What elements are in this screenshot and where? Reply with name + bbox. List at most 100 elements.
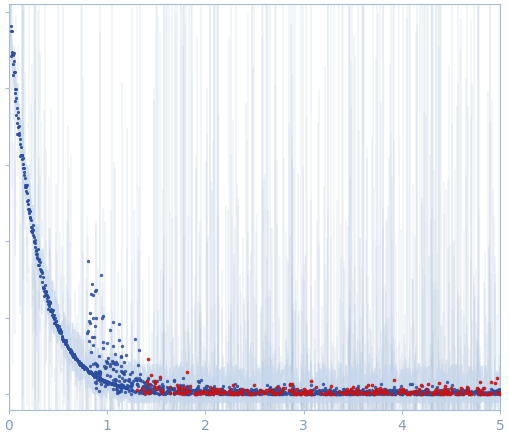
Point: [135, 375, 144, 382]
Point: [342, 389, 350, 396]
Point: [178, 385, 186, 392]
Point: [156, 387, 164, 394]
Point: [289, 386, 297, 393]
Point: [188, 386, 196, 393]
Point: [307, 386, 316, 393]
Point: [334, 388, 343, 395]
Point: [353, 390, 361, 397]
Point: [109, 366, 117, 373]
Point: [186, 388, 194, 395]
Point: [475, 389, 484, 396]
Point: [10, 58, 18, 65]
Point: [414, 388, 422, 395]
Point: [222, 389, 230, 396]
Point: [151, 379, 159, 386]
Point: [217, 389, 225, 396]
Point: [356, 391, 364, 398]
Point: [38, 279, 46, 286]
Point: [164, 385, 172, 392]
Point: [158, 380, 166, 387]
Point: [383, 390, 391, 397]
Point: [256, 387, 264, 394]
Point: [238, 390, 246, 397]
Point: [370, 387, 378, 394]
Point: [127, 390, 135, 397]
Point: [112, 385, 121, 392]
Point: [249, 390, 258, 397]
Point: [61, 341, 69, 348]
Point: [216, 390, 224, 397]
Point: [242, 390, 250, 397]
Point: [36, 261, 44, 268]
Point: [302, 390, 310, 397]
Point: [359, 390, 367, 397]
Point: [117, 354, 125, 361]
Point: [204, 387, 212, 394]
Point: [175, 390, 183, 397]
Point: [263, 382, 271, 388]
Point: [173, 388, 181, 395]
Point: [355, 387, 363, 394]
Point: [496, 389, 504, 396]
Point: [29, 232, 37, 239]
Point: [104, 381, 112, 388]
Point: [216, 389, 224, 396]
Point: [234, 387, 242, 394]
Point: [442, 388, 450, 395]
Point: [381, 385, 389, 392]
Point: [405, 390, 413, 397]
Point: [256, 390, 264, 397]
Point: [114, 382, 122, 389]
Point: [99, 339, 107, 346]
Point: [172, 390, 180, 397]
Point: [158, 389, 166, 396]
Point: [58, 332, 66, 339]
Point: [216, 390, 224, 397]
Point: [192, 390, 200, 397]
Point: [146, 388, 154, 395]
Point: [144, 375, 152, 382]
Point: [113, 382, 121, 389]
Point: [369, 386, 377, 393]
Point: [324, 389, 332, 396]
Point: [491, 379, 499, 386]
Point: [70, 351, 78, 358]
Point: [351, 391, 359, 398]
Point: [105, 379, 114, 386]
Point: [8, 50, 16, 57]
Point: [475, 378, 484, 385]
Point: [165, 388, 173, 395]
Point: [364, 387, 372, 394]
Point: [19, 161, 27, 168]
Point: [105, 380, 113, 387]
Point: [403, 389, 411, 396]
Point: [248, 390, 257, 397]
Point: [493, 390, 501, 397]
Point: [332, 389, 341, 396]
Point: [185, 388, 193, 395]
Point: [368, 388, 376, 395]
Point: [310, 388, 319, 395]
Point: [83, 329, 91, 336]
Point: [493, 375, 501, 382]
Point: [89, 291, 97, 298]
Point: [417, 390, 425, 397]
Point: [155, 390, 163, 397]
Point: [7, 28, 15, 35]
Point: [196, 387, 205, 394]
Point: [221, 389, 229, 396]
Point: [108, 381, 117, 388]
Point: [274, 389, 282, 396]
Point: [132, 381, 140, 388]
Point: [205, 389, 213, 396]
Point: [100, 377, 108, 384]
Point: [334, 391, 343, 398]
Point: [431, 391, 439, 398]
Point: [40, 292, 48, 299]
Point: [145, 387, 153, 394]
Point: [262, 386, 270, 393]
Point: [74, 358, 82, 365]
Point: [226, 388, 234, 395]
Point: [150, 382, 158, 389]
Point: [117, 352, 125, 359]
